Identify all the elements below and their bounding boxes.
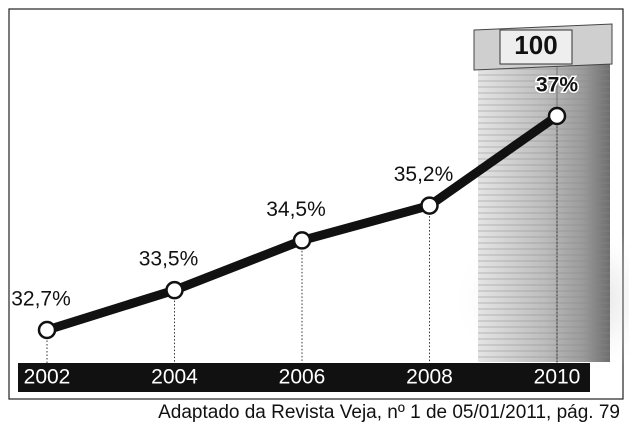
x-tick-label: 2006 xyxy=(279,366,326,389)
point xyxy=(294,232,310,248)
point xyxy=(167,282,183,298)
value-label: 35,2% xyxy=(394,163,454,186)
chart: 100 Adaptado da Revista Veja, nº 1 de 05… xyxy=(0,0,629,430)
value-label: 33,5% xyxy=(139,248,199,271)
value-label: 37% xyxy=(536,74,578,97)
point xyxy=(39,322,55,338)
value-label: 32,7% xyxy=(11,288,71,311)
x-tick-label: 2008 xyxy=(406,366,453,389)
svg-text:100: 100 xyxy=(514,30,557,60)
x-tick-label: 2010 xyxy=(534,366,581,389)
x-tick-label: 2004 xyxy=(151,366,198,389)
point xyxy=(549,108,565,124)
point xyxy=(422,198,438,214)
x-tick-label: 2002 xyxy=(24,366,71,389)
value-label: 34,5% xyxy=(266,198,326,221)
caption: Adaptado da Revista Veja, nº 1 de 05/01/… xyxy=(158,402,620,423)
